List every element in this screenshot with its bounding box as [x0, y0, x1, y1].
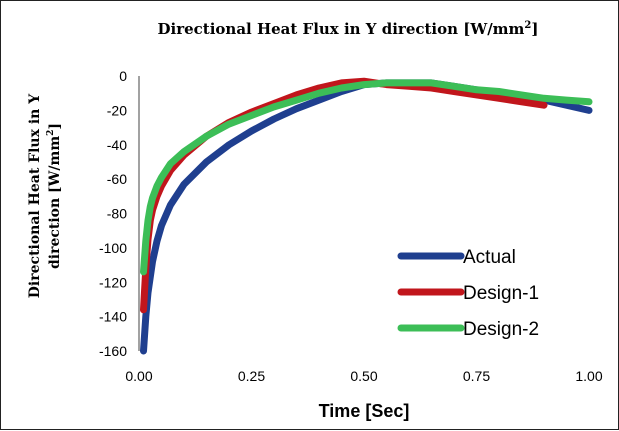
y-tick-label: -40: [107, 137, 127, 153]
series-group: [140, 77, 593, 355]
legend-label-actual: Actual: [463, 247, 516, 268]
x-tick-label: 0.25: [238, 368, 265, 384]
y-tick-label: -160: [99, 343, 127, 359]
x-tick-label: 0.75: [463, 368, 490, 384]
legend-label-design-2: Design-2: [463, 319, 539, 340]
chart-legend: Actual Design-1 Design-2: [397, 247, 539, 340]
series-line-design-1: [140, 77, 548, 314]
series-line-design-2: [140, 79, 593, 276]
y-tick-label: -120: [99, 274, 127, 290]
series-line-actual: [140, 79, 593, 355]
y-axis-label-line2: direction [W/mm2]: [46, 123, 63, 269]
x-axis-label: Time [Sec]: [319, 401, 410, 421]
y-tick-label: -140: [99, 309, 127, 325]
y-tick-label: -60: [107, 171, 127, 187]
y-axis-label-line1: Directional Heat Flux in Y: [27, 93, 43, 298]
y-tick-label: -80: [107, 206, 127, 222]
x-axis-ticks: 0.00 0.25 0.50 0.75 1.00: [125, 368, 602, 384]
y-axis-ticks: 0 -20 -40 -60 -80 -100 -120 -140 -160: [99, 68, 127, 359]
y-tick-label: -100: [99, 240, 127, 256]
y-axis-label: Directional Heat Flux in Y direction [W/…: [27, 93, 63, 298]
y-tick-label: -20: [107, 102, 127, 118]
legend-label-design-1: Design-1: [463, 283, 539, 304]
x-tick-label: 1.00: [575, 368, 602, 384]
chart-title: Directional Heat Flux in Y direction [W/…: [158, 20, 539, 38]
y-tick-label: 0: [119, 68, 127, 84]
x-tick-label: 0.50: [350, 368, 377, 384]
x-tick-label: 0.00: [125, 368, 152, 384]
